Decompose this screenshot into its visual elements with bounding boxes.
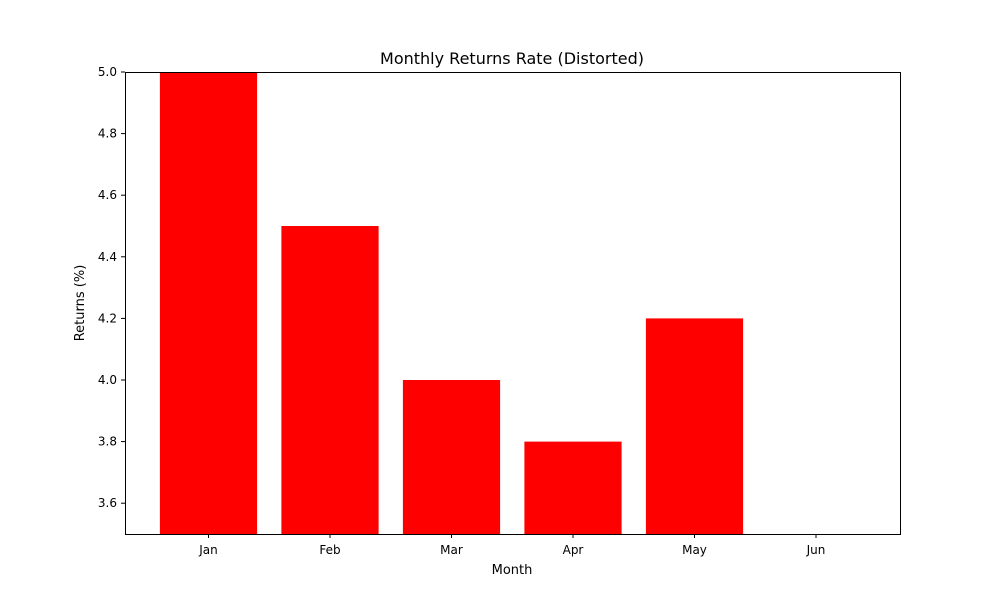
y-tick-label: 3.6 xyxy=(98,496,117,510)
x-axis-ticks: Jan Feb Mar Apr May Jun xyxy=(198,534,825,557)
x-tick-label: Jan xyxy=(198,543,218,557)
y-axis-label: Returns (%) xyxy=(73,265,88,342)
y-tick-label: 4.4 xyxy=(98,250,117,264)
x-tick-label: Feb xyxy=(319,543,340,557)
x-axis-label: Month xyxy=(492,563,533,578)
y-tick-label: 4.2 xyxy=(98,311,117,325)
y-axis-ticks: 3.6 3.8 4.0 4.2 4.4 4.6 4.8 5.0 xyxy=(98,65,125,510)
bar-apr xyxy=(524,441,622,534)
bar-feb xyxy=(281,226,379,534)
x-tick-label: Jun xyxy=(806,543,826,557)
y-tick-label: 5.0 xyxy=(98,65,117,79)
x-tick-label: May xyxy=(682,543,707,557)
y-tick-label: 3.8 xyxy=(98,435,117,449)
x-tick-label: Mar xyxy=(440,543,463,557)
y-tick-label: 4.0 xyxy=(98,373,117,387)
chart-title: Monthly Returns Rate (Distorted) xyxy=(380,49,644,68)
y-tick-label: 4.6 xyxy=(98,188,117,202)
x-tick-label: Apr xyxy=(563,543,584,557)
bar-jan xyxy=(159,72,258,534)
plot-frame xyxy=(125,72,901,535)
y-tick-label: 4.8 xyxy=(98,127,117,141)
bar-mar xyxy=(402,380,501,534)
bar-may xyxy=(645,318,744,534)
bars-group xyxy=(159,72,744,534)
